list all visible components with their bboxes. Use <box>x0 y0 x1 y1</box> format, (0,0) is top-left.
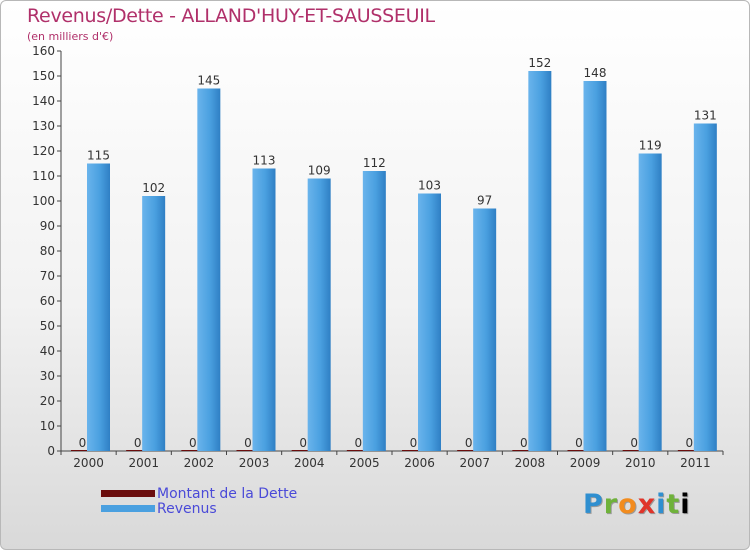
data-label-revenus: 113 <box>253 154 276 168</box>
bar-revenus <box>473 209 496 452</box>
bar-revenus <box>87 164 110 452</box>
bar-revenus <box>363 171 386 451</box>
bar-revenus <box>528 71 551 451</box>
y-tick-label: 100 <box>32 194 55 208</box>
data-label-revenus: 102 <box>142 181 165 195</box>
y-tick-label: 110 <box>32 169 55 183</box>
chart-frame: Revenus/Dette - ALLAND'HUY-ET-SAUSSEUIL … <box>0 0 750 550</box>
y-tick-label: 80 <box>40 244 55 258</box>
data-label-revenus: 109 <box>308 164 331 178</box>
x-tick-label: 2004 <box>294 456 325 470</box>
y-tick-label: 160 <box>32 44 55 58</box>
data-label-dette: 0 <box>520 436 528 450</box>
y-tick-label: 30 <box>40 369 55 383</box>
data-label-dette: 0 <box>686 436 694 450</box>
data-label-dette: 0 <box>575 436 583 450</box>
bar-revenus <box>584 81 607 451</box>
x-tick-label: 2006 <box>404 456 435 470</box>
y-tick-label: 20 <box>40 394 55 408</box>
x-tick-label: 2008 <box>515 456 546 470</box>
x-tick-label: 2001 <box>128 456 159 470</box>
data-label-dette: 0 <box>244 436 252 450</box>
x-tick-label: 2011 <box>680 456 711 470</box>
data-label-revenus: 145 <box>197 74 220 88</box>
x-tick-label: 2000 <box>73 456 104 470</box>
y-tick-label: 10 <box>40 419 55 433</box>
x-tick-label: 2003 <box>239 456 270 470</box>
y-tick-label: 90 <box>40 219 55 233</box>
y-tick-label: 70 <box>40 269 55 283</box>
bar-revenus <box>142 196 165 451</box>
x-tick-label: 2007 <box>459 456 490 470</box>
legend-swatch-dette <box>101 490 155 497</box>
y-tick-label: 50 <box>40 319 55 333</box>
data-label-dette: 0 <box>189 436 197 450</box>
data-label-revenus: 112 <box>363 156 386 170</box>
x-tick-label: 2002 <box>184 456 215 470</box>
y-tick-label: 40 <box>40 344 55 358</box>
data-label-revenus: 97 <box>477 194 492 208</box>
bar-revenus <box>308 179 331 452</box>
data-label-revenus: 148 <box>584 66 607 80</box>
data-label-dette: 0 <box>465 436 473 450</box>
data-labels: 0 115 0 102 0 145 0 113 0 109 0 112 0 103 0 97 0 152 0 148 0… <box>79 56 717 450</box>
x-tick-label: 2005 <box>349 456 380 470</box>
data-label-dette: 0 <box>134 436 142 450</box>
y-tick-label: 60 <box>40 294 55 308</box>
data-label-revenus: 119 <box>639 139 662 153</box>
legend-label-revenus: Revenus <box>157 502 217 517</box>
data-label-dette: 0 <box>355 436 363 450</box>
x-tick-label: 2009 <box>570 456 601 470</box>
data-label-revenus: 131 <box>694 109 717 123</box>
proxiti-logo: Proxiti <box>583 489 691 520</box>
y-tick-label: 0 <box>47 444 55 458</box>
data-label-revenus: 115 <box>87 149 110 163</box>
bar-revenus <box>197 89 220 452</box>
bars <box>71 71 717 451</box>
x-tick-label: 2010 <box>625 456 656 470</box>
y-tick-label: 140 <box>32 94 55 108</box>
bar-revenus <box>418 194 441 452</box>
data-label-revenus: 103 <box>418 179 441 193</box>
y-tick-label: 120 <box>32 144 55 158</box>
data-label-dette: 0 <box>79 436 87 450</box>
bar-revenus <box>694 124 717 452</box>
data-label-revenus: 152 <box>528 56 551 70</box>
y-tick-label: 150 <box>32 69 55 83</box>
bar-chart: 0102030405060708090100110120130140150160… <box>1 1 749 481</box>
legend-swatch-revenus <box>101 505 155 512</box>
bar-revenus <box>639 154 662 452</box>
legend-label-dette: Montant de la Dette <box>157 487 297 502</box>
data-label-dette: 0 <box>299 436 307 450</box>
y-tick-label: 130 <box>32 119 55 133</box>
data-label-dette: 0 <box>410 436 418 450</box>
bar-revenus <box>253 169 276 452</box>
data-label-dette: 0 <box>630 436 638 450</box>
